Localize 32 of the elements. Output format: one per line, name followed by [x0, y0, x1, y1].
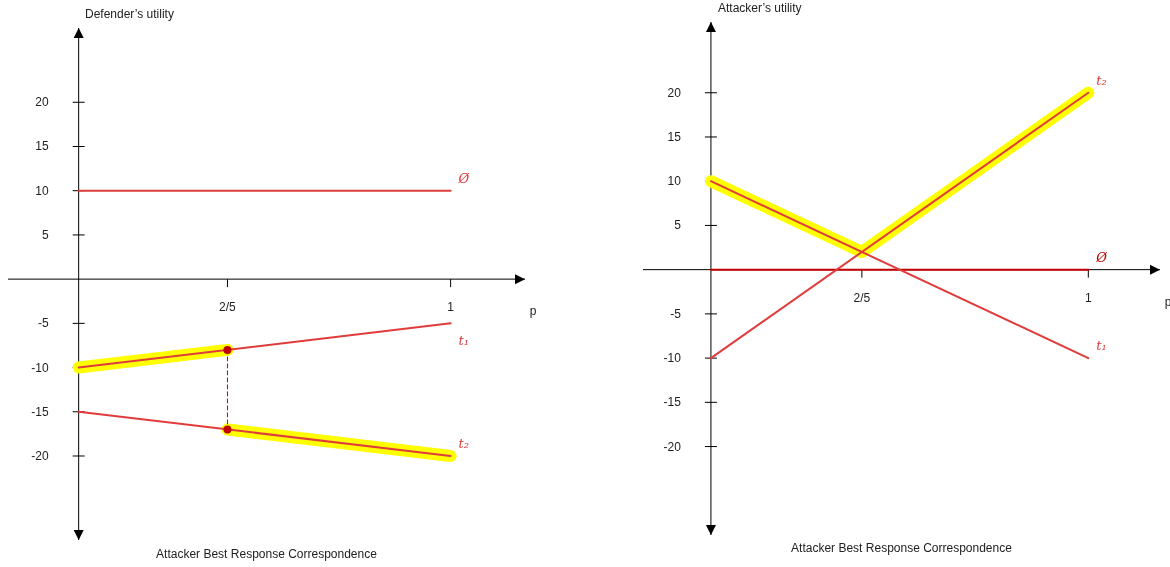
y-tick-label: 20: [35, 95, 49, 110]
series-label: Ø: [457, 170, 470, 186]
x-axis-title: p: [1164, 294, 1170, 309]
x-axis-title: p: [529, 304, 537, 319]
y-tick-label: -20: [663, 439, 682, 454]
y-tick-label: 10: [667, 174, 682, 189]
y-tick-label: -15: [663, 395, 682, 410]
y-tick-label: -5: [38, 316, 49, 331]
x-tick-label: 2/5: [219, 300, 237, 315]
y-tick-label: 15: [667, 129, 682, 144]
text: Attacker Best Response Correspondence: [156, 547, 378, 561]
y-tick-label: -15: [31, 404, 49, 419]
y-tick-label: -20: [31, 448, 49, 463]
y-tick-label: -10: [663, 351, 682, 366]
y-tick-label: -5: [670, 306, 682, 321]
y-tick-label: 5: [41, 227, 49, 242]
series-label: Ø: [1095, 249, 1108, 265]
y-tick-label: 20: [667, 85, 682, 100]
x-tick-label: 1: [1084, 290, 1092, 305]
y-axis-title: Attacker’s utility: [718, 1, 802, 15]
series-label: t₁: [1096, 338, 1107, 354]
series-label: t₂: [458, 435, 470, 451]
series-label: t₁: [458, 333, 470, 349]
text: Attacker Best Response Correspondence: [791, 541, 1013, 555]
y-tick-label: 10: [35, 183, 49, 198]
y-tick-label: 15: [35, 139, 49, 154]
x-tick-label: 1: [447, 300, 455, 315]
series-label: t₂: [1096, 72, 1107, 88]
y-tick-label: -10: [31, 360, 49, 375]
y-tick-label: 5: [674, 218, 682, 233]
y-axis-title: Defender’s utility: [85, 7, 174, 21]
x-tick-label: 2/5: [853, 290, 871, 305]
